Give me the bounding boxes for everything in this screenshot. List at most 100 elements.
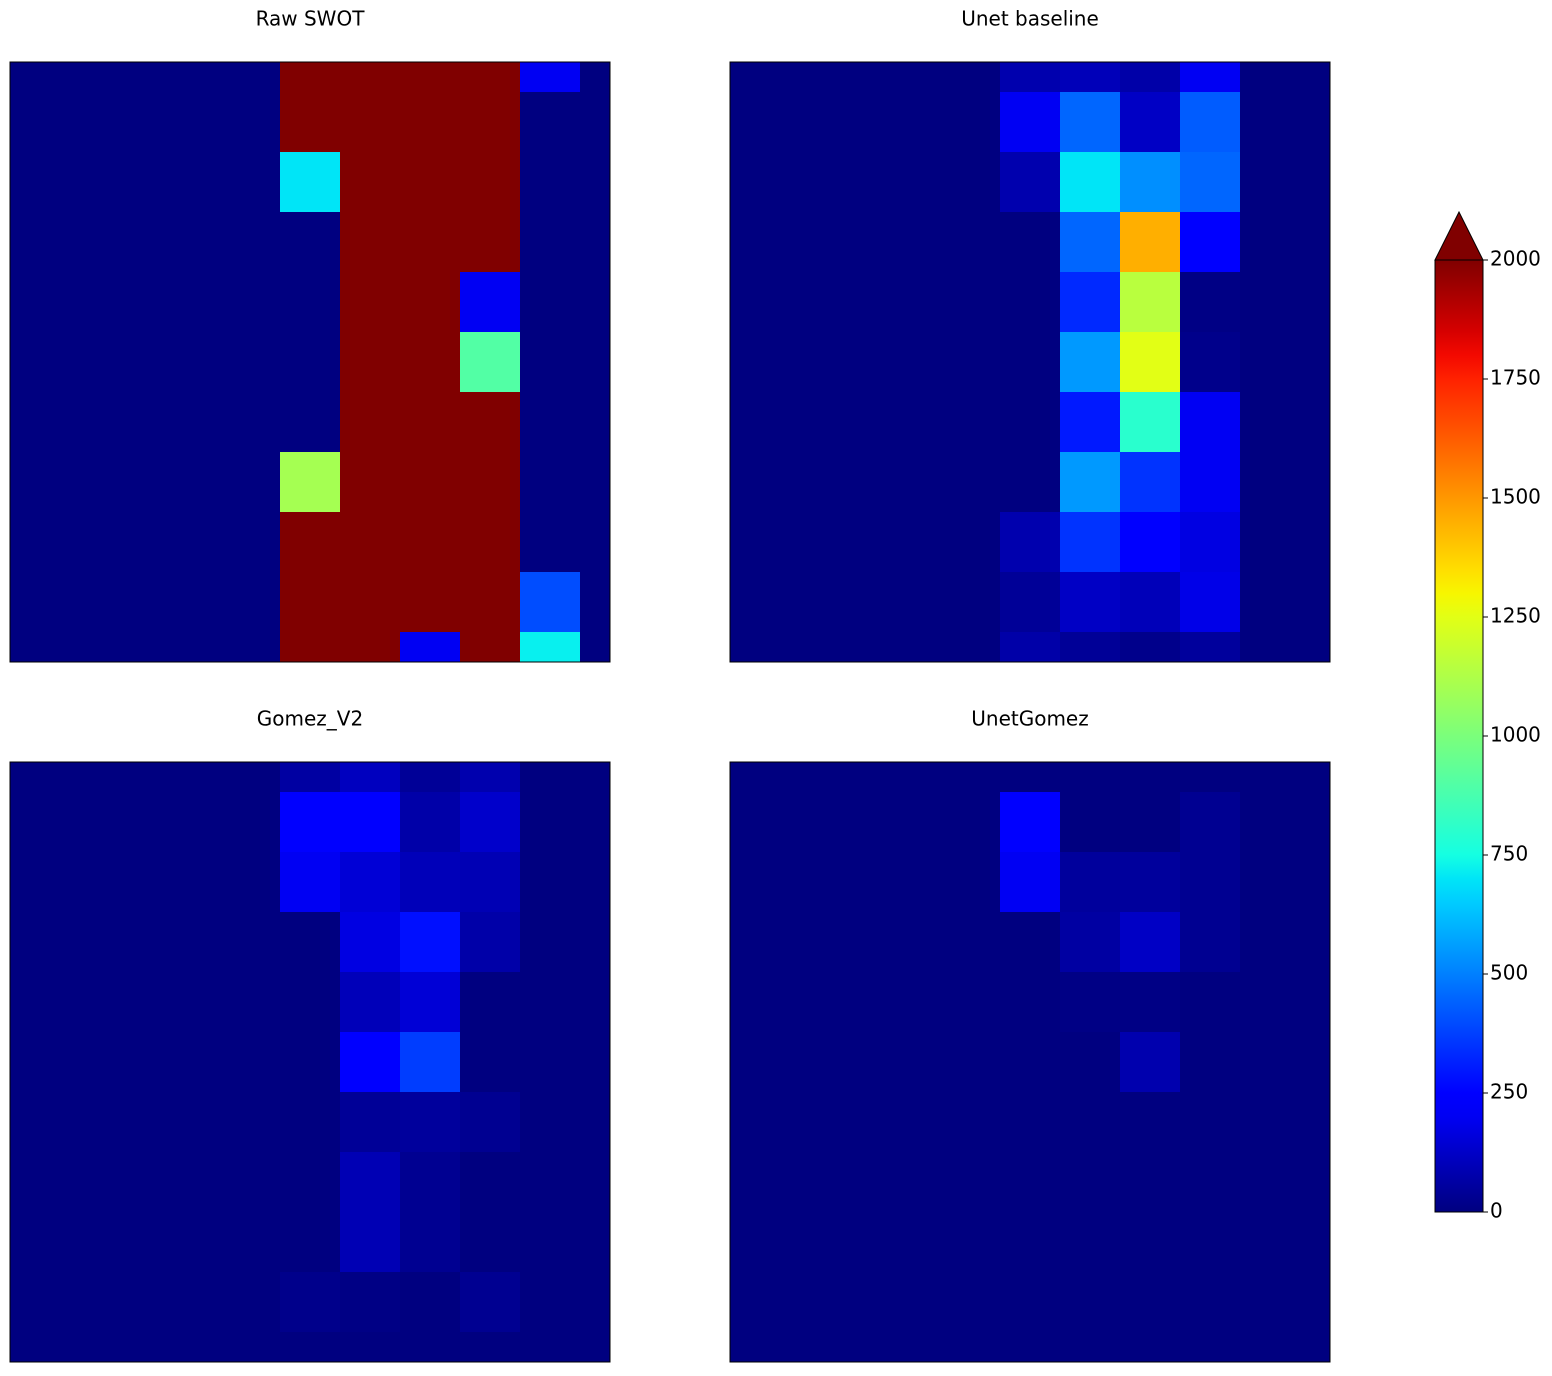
heatmap-cell xyxy=(220,62,280,92)
heatmap-cell xyxy=(1060,1272,1120,1332)
heatmap-cell xyxy=(400,62,460,92)
heatmap-cell xyxy=(730,1212,760,1272)
heatmap-cell xyxy=(940,852,1000,912)
heatmap-cell xyxy=(580,912,610,972)
heatmap-cell xyxy=(1240,152,1300,212)
heatmap-cell xyxy=(340,632,400,662)
heatmap-cell xyxy=(1240,1332,1300,1362)
heatmap-cell xyxy=(10,332,40,392)
heatmap-cell xyxy=(1300,1272,1330,1332)
heatmap-cell xyxy=(730,912,760,972)
heatmap-cell xyxy=(160,392,220,452)
heatmap-cell xyxy=(220,972,280,1032)
heatmap-cell xyxy=(760,912,820,972)
heatmap-cell xyxy=(340,62,400,92)
heatmap-cell xyxy=(730,762,760,792)
heatmap-cell xyxy=(520,392,580,452)
heatmap-cell xyxy=(1300,572,1330,632)
heatmap-cell xyxy=(760,62,820,92)
heatmap-cell xyxy=(730,1152,760,1212)
heatmap-cell xyxy=(580,332,610,392)
heatmap-cell xyxy=(580,1092,610,1152)
panel-frame xyxy=(729,761,1331,1363)
heatmap-cell xyxy=(460,392,520,452)
heatmap-cell xyxy=(1120,512,1180,572)
heatmap-cell xyxy=(1300,972,1330,1032)
heatmap-cell xyxy=(460,272,520,332)
heatmap-cell xyxy=(10,272,40,332)
heatmap-cell xyxy=(160,572,220,632)
heatmap-cell xyxy=(160,1032,220,1092)
heatmap-cell xyxy=(40,762,100,792)
heatmap-cell xyxy=(280,972,340,1032)
heatmap-cell xyxy=(10,62,40,92)
heatmap-cell xyxy=(220,852,280,912)
heatmap-cell xyxy=(760,332,820,392)
heatmap-cell xyxy=(1060,332,1120,392)
heatmap-cell xyxy=(1000,1272,1060,1332)
heatmap-cell xyxy=(220,762,280,792)
heatmap-cell xyxy=(520,1032,580,1092)
heatmap-cell xyxy=(460,152,520,212)
heatmap-cell xyxy=(160,1152,220,1212)
heatmap-cell xyxy=(220,1092,280,1152)
heatmap-cell xyxy=(1120,272,1180,332)
heatmap-cell xyxy=(880,1272,940,1332)
heatmap-cell xyxy=(1240,572,1300,632)
heatmap-cell xyxy=(10,762,40,792)
heatmap-cell xyxy=(280,1092,340,1152)
heatmap-cell xyxy=(880,332,940,392)
heatmap-cell xyxy=(1060,62,1120,92)
heatmap-cell xyxy=(1120,452,1180,512)
heatmap-cell xyxy=(880,972,940,1032)
heatmap-cell xyxy=(280,762,340,792)
heatmap-cell xyxy=(1060,632,1120,662)
heatmap-cell xyxy=(1060,1032,1120,1092)
heatmap-cell xyxy=(460,62,520,92)
heatmap-cell xyxy=(880,452,940,512)
heatmap-cell xyxy=(460,912,520,972)
heatmap-cell xyxy=(580,272,610,332)
colorbar-tick-label: 1000 xyxy=(1490,723,1541,747)
heatmap-cell xyxy=(220,1212,280,1272)
heatmap-cell xyxy=(460,1212,520,1272)
heatmap-cell xyxy=(160,632,220,662)
colorbar-tick-label: 0 xyxy=(1490,1199,1503,1223)
heatmap-cell xyxy=(1120,1332,1180,1362)
heatmap-cell xyxy=(100,762,160,792)
heatmap-cell xyxy=(1240,332,1300,392)
heatmap-cell xyxy=(760,762,820,792)
heatmap-cell xyxy=(460,792,520,852)
heatmap-cell xyxy=(730,572,760,632)
heatmap-cell xyxy=(100,392,160,452)
heatmap-cell xyxy=(940,972,1000,1032)
heatmap-cell xyxy=(100,852,160,912)
heatmap-cell xyxy=(1120,852,1180,912)
heatmap-cell xyxy=(160,762,220,792)
heatmap-cell xyxy=(580,1032,610,1092)
heatmap-cell xyxy=(460,1032,520,1092)
heatmap-cell xyxy=(220,1332,280,1362)
heatmap-cell xyxy=(940,1092,1000,1152)
heatmap-cell xyxy=(820,852,880,912)
heatmap-cell xyxy=(400,512,460,572)
heatmap-cell xyxy=(580,1152,610,1212)
heatmap-cell xyxy=(100,152,160,212)
heatmap-cell xyxy=(1300,212,1330,272)
heatmap-cell xyxy=(220,332,280,392)
heatmap-cell xyxy=(730,1272,760,1332)
heatmap-cell xyxy=(400,792,460,852)
heatmap-cell xyxy=(940,1152,1000,1212)
heatmap-cell xyxy=(580,1332,610,1362)
heatmap-cell xyxy=(760,152,820,212)
heatmap-cell xyxy=(1240,852,1300,912)
heatmap-cell xyxy=(40,512,100,572)
heatmap-cell xyxy=(1300,1032,1330,1092)
heatmap-cell xyxy=(1060,1092,1120,1152)
heatmap-cell xyxy=(160,1272,220,1332)
heatmap-cell xyxy=(520,1092,580,1152)
heatmap-cell xyxy=(160,792,220,852)
heatmap-cell xyxy=(1000,1032,1060,1092)
heatmap-cell xyxy=(760,1332,820,1362)
heatmap-cell xyxy=(1300,762,1330,792)
